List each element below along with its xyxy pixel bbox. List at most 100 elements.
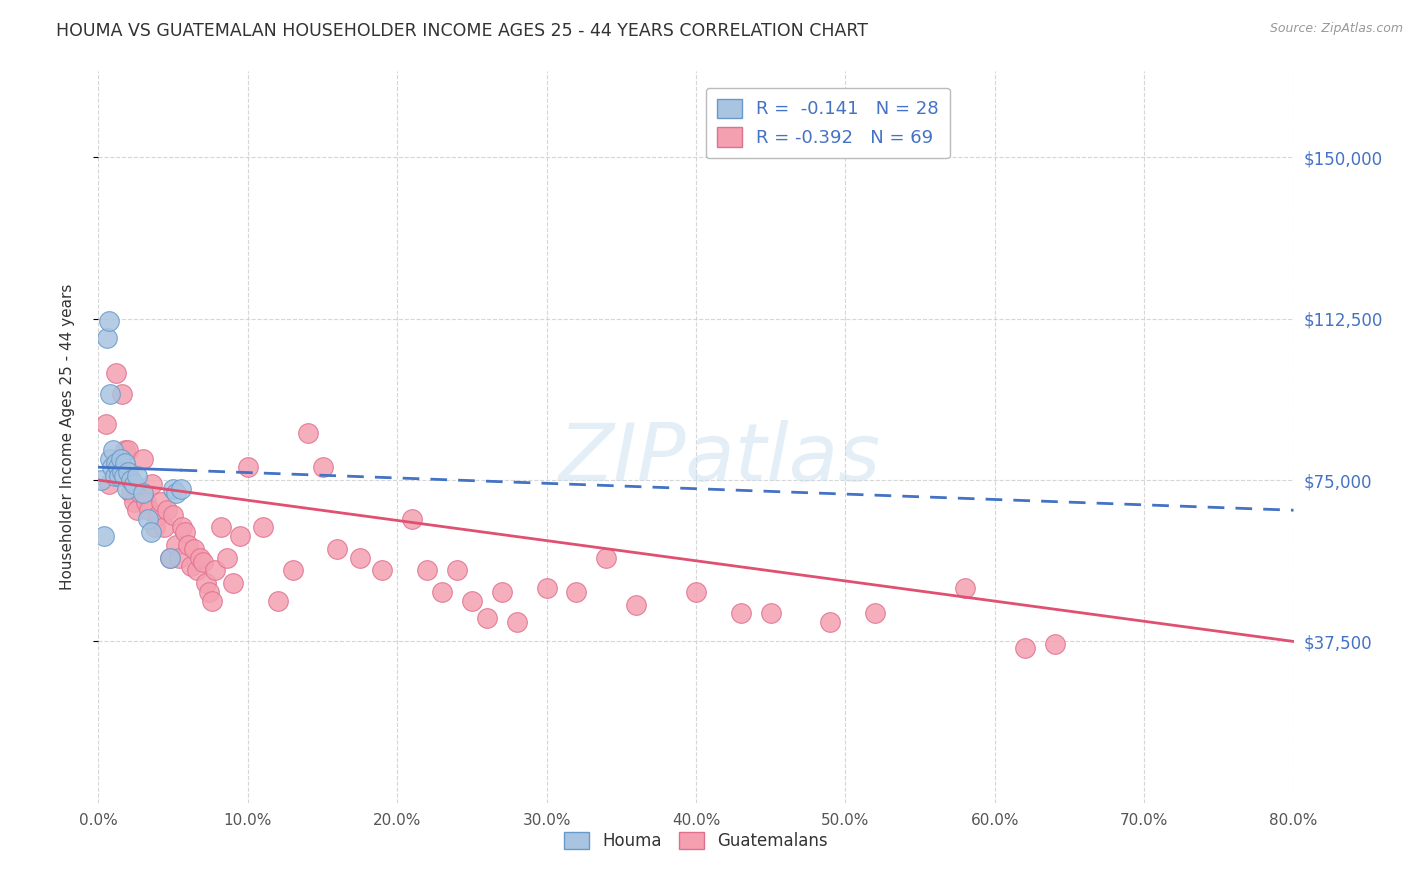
Point [117, 442, 139, 457]
Point [565, 585, 588, 599]
Point [120, 473, 142, 487]
Point [215, 550, 238, 565]
Point [94, 417, 117, 432]
Point [129, 486, 152, 500]
Point [159, 550, 181, 565]
Point [186, 564, 208, 578]
Point [165, 486, 187, 500]
Point [730, 607, 752, 621]
Point [93, 529, 115, 543]
Point [104, 468, 127, 483]
Point [150, 494, 173, 508]
Point [159, 550, 181, 565]
Point [416, 564, 439, 578]
Point [110, 451, 132, 466]
Point [195, 576, 218, 591]
Point [114, 442, 136, 457]
Point [536, 581, 558, 595]
Point [115, 482, 138, 496]
Point [475, 611, 498, 625]
Point [103, 442, 125, 457]
Point [236, 460, 259, 475]
Text: ZIPatlas: ZIPatlas [558, 420, 882, 498]
Point [177, 538, 200, 552]
Point [97, 477, 120, 491]
Point [188, 550, 211, 565]
Point [371, 564, 394, 578]
Point [136, 512, 159, 526]
Point [112, 468, 135, 483]
Point [1014, 640, 1036, 655]
Point [127, 503, 149, 517]
Point [229, 529, 252, 543]
Text: Source: ZipAtlas.com: Source: ZipAtlas.com [1270, 22, 1403, 36]
Point [97, 314, 120, 328]
Point [105, 456, 128, 470]
Point [953, 581, 976, 595]
Point [174, 524, 197, 539]
Point [156, 503, 179, 517]
Point [141, 477, 163, 491]
Text: HOUMA VS GUATEMALAN HOUSEHOLDER INCOME AGES 25 - 44 YEARS CORRELATION CHART: HOUMA VS GUATEMALAN HOUSEHOLDER INCOME A… [56, 22, 869, 40]
Point [143, 520, 166, 534]
Point [127, 468, 149, 483]
Point [349, 550, 371, 565]
Point [167, 550, 190, 565]
Point [117, 465, 139, 479]
Point [685, 585, 707, 599]
Point [132, 451, 155, 466]
Point [820, 615, 842, 629]
Point [138, 503, 160, 517]
Point [98, 451, 122, 466]
Point [110, 451, 132, 466]
Point [506, 615, 529, 629]
Point [162, 482, 184, 496]
Point [107, 460, 129, 475]
Point [209, 520, 232, 534]
Point [108, 468, 131, 483]
Point [172, 520, 194, 534]
Point [101, 460, 124, 475]
Point [204, 564, 226, 578]
Point [120, 486, 142, 500]
Point [169, 482, 191, 496]
Point [430, 585, 453, 599]
Point [491, 585, 513, 599]
Point [148, 508, 170, 522]
Point [222, 576, 245, 591]
Point [311, 460, 333, 475]
Point [132, 486, 155, 500]
Point [267, 593, 290, 607]
Point [90, 473, 112, 487]
Point [111, 387, 134, 401]
Point [759, 607, 782, 621]
Point [135, 494, 157, 508]
Point [191, 555, 214, 569]
Point [139, 524, 162, 539]
Point [595, 550, 617, 565]
Point [124, 477, 146, 491]
Point [281, 564, 304, 578]
Point [180, 559, 202, 574]
Point [162, 508, 184, 522]
Point [105, 366, 128, 380]
Point [111, 465, 134, 479]
Legend: Houma, Guatemalans: Houma, Guatemalans [558, 825, 834, 856]
Point [446, 564, 468, 578]
Point [401, 512, 423, 526]
Point [153, 520, 176, 534]
Point [124, 494, 146, 508]
Point [1043, 637, 1066, 651]
Point [183, 541, 205, 556]
Point [198, 585, 221, 599]
Point [865, 607, 887, 621]
Y-axis label: Householder Income Ages 25 - 44 years: Householder Income Ages 25 - 44 years [60, 284, 75, 591]
Point [98, 387, 122, 401]
Point [252, 520, 274, 534]
Point [461, 593, 484, 607]
Point [165, 538, 187, 552]
Point [326, 541, 349, 556]
Point [626, 598, 648, 612]
Point [96, 331, 118, 345]
Point [297, 425, 319, 440]
